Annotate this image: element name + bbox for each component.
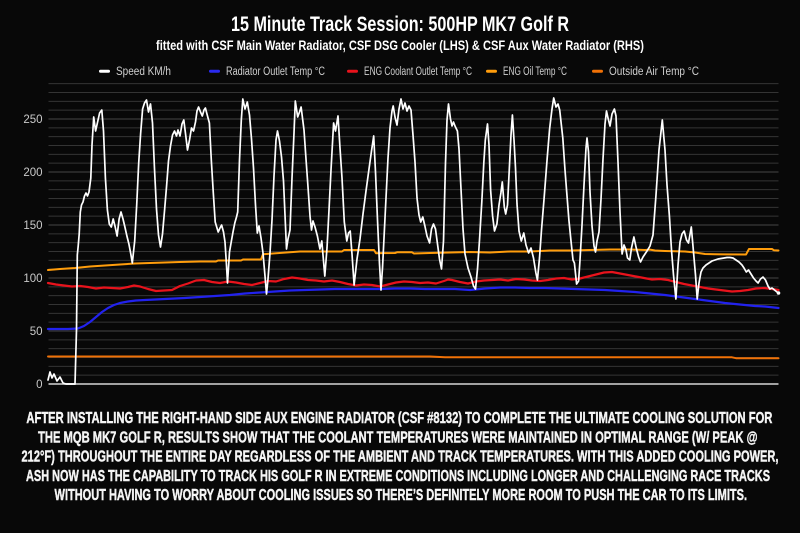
svg-text:Radiator Outlet Temp °C: Radiator Outlet Temp °C <box>226 66 325 78</box>
svg-text:250: 250 <box>23 114 42 126</box>
svg-text:ASH NOW HAS THE CAPABILITY TO: ASH NOW HAS THE CAPABILITY TO TRACK HIS … <box>26 468 770 485</box>
svg-text:50: 50 <box>30 326 43 338</box>
svg-text:AFTER INSTALLING THE RIGHT-HAN: AFTER INSTALLING THE RIGHT-HAND SIDE AUX… <box>26 410 772 427</box>
svg-text:WITHOUT HAVING TO WORRY ABOUT: WITHOUT HAVING TO WORRY ABOUT COOLING IS… <box>55 487 748 504</box>
svg-text:THE MQB MK7 GOLF R, RESULTS SH: THE MQB MK7 GOLF R, RESULTS SHOW THAT TH… <box>38 429 758 446</box>
svg-text:212°F) THROUGHOUT THE ENTIRE D: 212°F) THROUGHOUT THE ENTIRE DAY REGARDL… <box>22 449 779 466</box>
svg-text:100: 100 <box>23 273 42 285</box>
svg-text:fitted with CSF Main Water Rad: fitted with CSF Main Water Radiator, CSF… <box>156 38 644 53</box>
svg-text:200: 200 <box>23 167 42 179</box>
svg-text:ENG Coolant Outlet Temp °C: ENG Coolant Outlet Temp °C <box>364 66 472 78</box>
svg-text:Speed KM/h: Speed KM/h <box>116 66 171 78</box>
svg-text:150: 150 <box>23 220 42 232</box>
svg-text:ENG Oil Temp °C: ENG Oil Temp °C <box>503 66 567 78</box>
svg-text:0: 0 <box>36 379 42 391</box>
svg-text:15 Minute Track Session: 500HP: 15 Minute Track Session: 500HP MK7 Golf … <box>231 13 569 36</box>
svg-text:Outside Air Temp °C: Outside Air Temp °C <box>609 66 699 78</box>
